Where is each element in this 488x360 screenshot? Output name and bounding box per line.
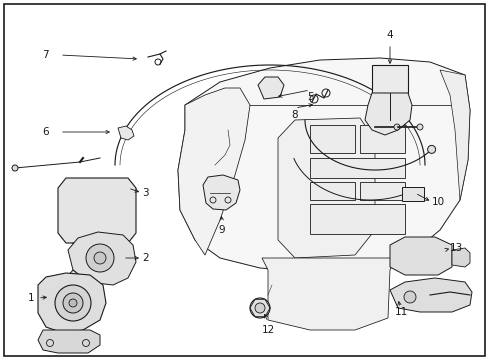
- Polygon shape: [38, 330, 100, 353]
- Bar: [359, 182, 404, 200]
- Circle shape: [254, 303, 264, 313]
- Polygon shape: [60, 270, 88, 298]
- Polygon shape: [258, 77, 284, 99]
- Polygon shape: [278, 118, 374, 258]
- Polygon shape: [118, 126, 134, 140]
- Polygon shape: [58, 178, 136, 243]
- Polygon shape: [73, 243, 108, 260]
- Bar: [309, 158, 404, 178]
- Circle shape: [55, 285, 91, 321]
- Circle shape: [427, 145, 435, 153]
- Circle shape: [249, 298, 269, 318]
- Circle shape: [416, 124, 422, 130]
- Circle shape: [86, 244, 114, 272]
- Bar: [371, 65, 407, 93]
- Text: 6: 6: [42, 127, 48, 137]
- Text: 10: 10: [431, 197, 444, 207]
- Circle shape: [403, 291, 415, 303]
- Bar: [401, 187, 423, 201]
- Polygon shape: [439, 70, 469, 200]
- Polygon shape: [178, 58, 469, 272]
- Text: 5: 5: [306, 92, 313, 102]
- Polygon shape: [68, 232, 136, 285]
- Bar: [359, 125, 404, 153]
- Circle shape: [63, 293, 83, 313]
- Polygon shape: [389, 278, 471, 312]
- Bar: [309, 182, 354, 200]
- Text: 1: 1: [28, 293, 35, 303]
- Polygon shape: [203, 175, 240, 210]
- Polygon shape: [262, 258, 394, 330]
- Text: 3: 3: [142, 188, 148, 198]
- Circle shape: [12, 165, 18, 171]
- Polygon shape: [389, 237, 451, 275]
- Bar: [309, 204, 404, 234]
- Text: 12: 12: [261, 325, 274, 335]
- Text: 8: 8: [291, 110, 298, 120]
- Circle shape: [94, 252, 106, 264]
- Circle shape: [69, 299, 77, 307]
- Text: 13: 13: [449, 243, 462, 253]
- Text: 7: 7: [42, 50, 48, 60]
- Circle shape: [393, 124, 399, 130]
- Text: 11: 11: [394, 307, 407, 317]
- Polygon shape: [178, 88, 249, 255]
- Polygon shape: [451, 248, 469, 267]
- Text: 9: 9: [218, 225, 225, 235]
- Polygon shape: [38, 273, 106, 333]
- Text: 2: 2: [142, 253, 148, 263]
- Text: 4: 4: [386, 30, 392, 40]
- Polygon shape: [364, 93, 411, 135]
- Bar: [309, 125, 354, 153]
